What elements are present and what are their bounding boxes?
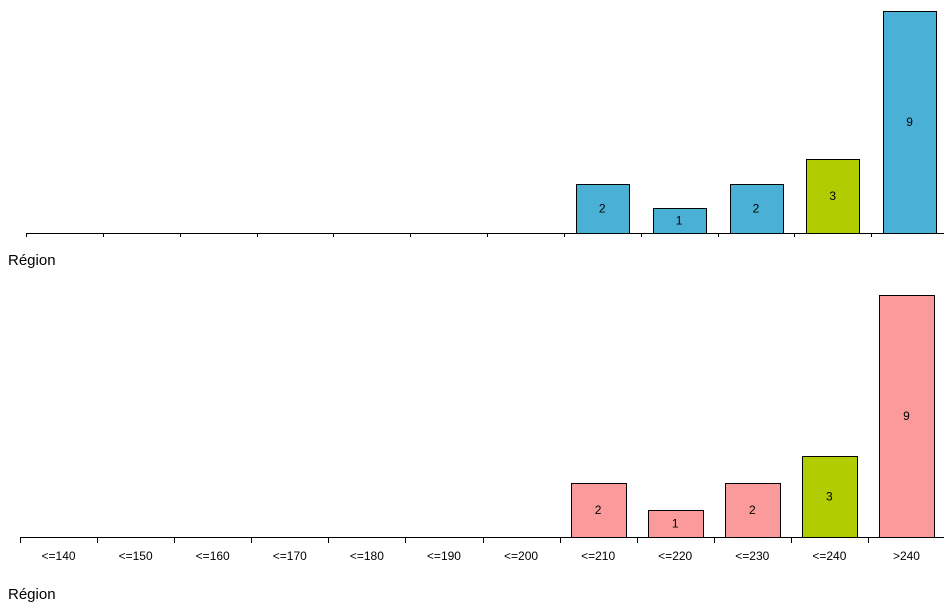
chart-1-bar-value-label: 2 bbox=[753, 201, 760, 215]
chart-2-bar-value-label: 2 bbox=[749, 503, 756, 517]
chart-2-bar bbox=[725, 483, 781, 538]
chart-2-tick-label: <=220 bbox=[658, 549, 692, 563]
chart-2-bar-value-label: 2 bbox=[595, 503, 602, 517]
chart-1-bar-value-label: 3 bbox=[829, 189, 836, 203]
chart-1-bar bbox=[730, 184, 784, 234]
chart-1-bar bbox=[653, 208, 707, 234]
chart-2-tick-label: <=210 bbox=[581, 549, 615, 563]
chart-1-bar bbox=[806, 159, 860, 234]
chart-2-tick-label: <=140 bbox=[42, 549, 76, 563]
chart-2-tick-label: <=240 bbox=[812, 549, 846, 563]
chart-2-tick-label: >240 bbox=[893, 549, 920, 563]
chart-2-tick-label: <=230 bbox=[735, 549, 769, 563]
chart-2-tick-label: <=160 bbox=[196, 549, 230, 563]
chart-1-bar bbox=[883, 11, 937, 234]
chart-2-bar bbox=[879, 295, 935, 538]
chart-2-bar-value-label: 3 bbox=[826, 490, 833, 504]
chart-2-tick-label: <=200 bbox=[504, 549, 538, 563]
chart-2-tick-label: <=180 bbox=[350, 549, 384, 563]
chart-1-bar-value-label: 9 bbox=[906, 115, 913, 129]
chart-2-bar bbox=[648, 510, 704, 538]
chart-2-tick-label: <=170 bbox=[273, 549, 307, 563]
chart-2-tick-label: <=190 bbox=[427, 549, 461, 563]
chart-2-bar bbox=[802, 456, 858, 538]
chart-2-region-label: Région bbox=[8, 586, 56, 603]
chart-2-bar bbox=[571, 483, 627, 538]
chart-2-tick-label: <=150 bbox=[119, 549, 153, 563]
chart-1-bar-value-label: 1 bbox=[676, 214, 683, 228]
chart-1-region-label: Région bbox=[8, 252, 56, 269]
chart-2-bar-value-label: 9 bbox=[903, 409, 910, 423]
chart-1-bar-value-label: 2 bbox=[599, 201, 606, 215]
chart-1-bar bbox=[576, 184, 630, 234]
chart-2-bar-value-label: 1 bbox=[672, 517, 679, 531]
